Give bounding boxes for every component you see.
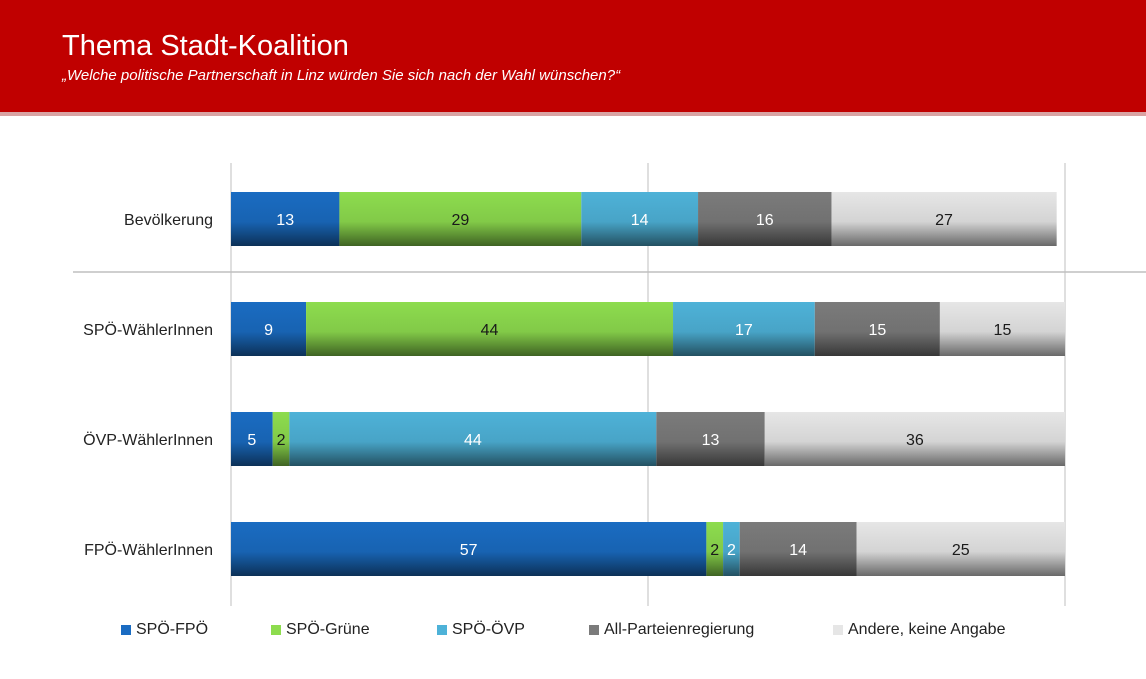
legend-swatch <box>589 625 599 635</box>
data-label: 14 <box>789 542 807 559</box>
legend-label: SPÖ-ÖVP <box>452 621 525 638</box>
page-title: Thema Stadt-Koalition <box>62 30 349 62</box>
legend-swatch <box>437 625 447 635</box>
category-label: FPÖ-WählerInnen <box>84 541 213 559</box>
bar-segment <box>231 192 340 246</box>
data-label: 27 <box>935 212 953 229</box>
bar-segment <box>272 412 290 466</box>
bar-segment <box>739 522 857 576</box>
data-label: 5 <box>247 432 256 449</box>
page-subtitle: „Welche politische Partnerschaft in Linz… <box>62 67 621 84</box>
legend-swatch <box>121 625 131 635</box>
legend-label: All-Parteienregierung <box>604 621 755 638</box>
data-label: 2 <box>710 542 719 559</box>
bar-segment <box>656 412 765 466</box>
data-label: 57 <box>460 542 478 559</box>
legend-swatch <box>271 625 281 635</box>
bar-segment <box>581 192 699 246</box>
data-label: 29 <box>451 212 469 229</box>
data-label: 15 <box>994 322 1012 339</box>
bar-segment <box>306 302 674 356</box>
legend-item: SPÖ-ÖVP <box>437 621 525 639</box>
bar-segment <box>723 522 740 576</box>
bar-segment <box>231 522 707 576</box>
data-label: 2 <box>727 542 736 559</box>
bar-segment <box>231 302 307 356</box>
bar-segment <box>231 412 273 466</box>
bar-segment <box>831 192 1057 246</box>
data-label: 14 <box>631 212 649 229</box>
legend-label: SPÖ-FPÖ <box>136 621 209 638</box>
data-label: 15 <box>868 322 886 339</box>
category-label: ÖVP-WählerInnen <box>83 431 213 449</box>
bar-segment <box>939 302 1065 356</box>
legend-item: All-Parteienregierung <box>589 621 754 639</box>
data-label: 16 <box>756 212 774 229</box>
bar-segment <box>673 302 815 356</box>
data-label: 13 <box>702 432 720 449</box>
bar-segment <box>856 522 1065 576</box>
bar-segment <box>706 522 724 576</box>
bar-segment <box>698 192 832 246</box>
data-label: 25 <box>952 542 970 559</box>
legend-swatch <box>833 625 843 635</box>
legend-item: SPÖ-Grüne <box>271 621 370 639</box>
data-label: 2 <box>277 432 286 449</box>
data-label: 17 <box>735 322 753 339</box>
category-label: Bevölkerung <box>124 212 213 229</box>
category-label: SPÖ-WählerInnen <box>83 321 213 339</box>
data-label: 13 <box>276 212 294 229</box>
bar-segment <box>814 302 940 356</box>
data-label: 36 <box>906 432 924 449</box>
bar-segment <box>289 412 657 466</box>
bar-segment <box>764 412 1065 466</box>
header-banner: Thema Stadt-Koalition „Welche politische… <box>0 0 1146 116</box>
bar-segment <box>339 192 582 246</box>
data-label: 9 <box>264 322 273 339</box>
data-label: 44 <box>464 432 482 449</box>
legend-label: SPÖ-Grüne <box>286 621 370 638</box>
legend-label: Andere, keine Angabe <box>848 621 1006 638</box>
legend-item: Andere, keine Angabe <box>833 621 1005 639</box>
data-label: 44 <box>481 322 499 339</box>
legend-item: SPÖ-FPÖ <box>121 621 208 639</box>
